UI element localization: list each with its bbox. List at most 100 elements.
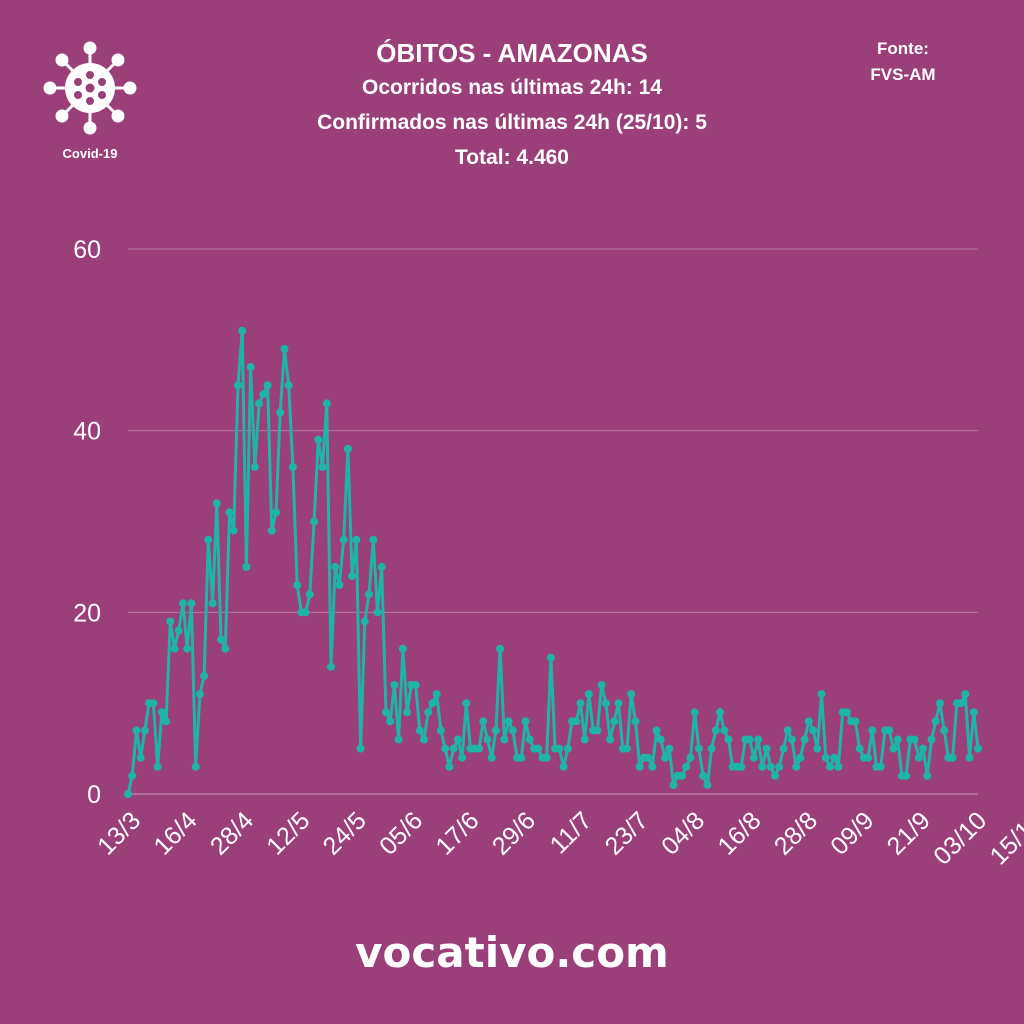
data-point [593,726,602,735]
data-point [200,671,209,680]
data-point [758,762,767,771]
data-point [902,771,911,780]
data-point [517,753,526,762]
x-tick-label: 23/7 [600,806,654,860]
data-point [293,581,302,590]
logo-label: Covid-19 [62,146,118,161]
data-point [771,771,779,780]
data-point [707,744,716,753]
data-point [914,753,923,762]
data-point [580,735,589,744]
data-point [390,681,399,689]
data-point [631,717,640,726]
data-point [627,690,636,699]
x-tick-label: 16/4 [148,806,202,860]
data-point [424,708,433,717]
source-note: Fonte: FVS-AM [848,36,958,88]
data-point [441,744,450,753]
data-point [162,717,171,726]
data-point [322,399,331,408]
data-point [737,762,746,771]
data-point [136,753,145,762]
data-point [720,726,729,735]
data-point [656,735,665,744]
data-point [394,735,403,744]
data-point [491,726,500,735]
y-tick-label: 60 [73,236,101,264]
data-point [212,499,221,508]
data-point [809,726,818,735]
x-tick-label: 16/8 [712,806,766,860]
data-point [931,717,940,726]
data-point [208,599,217,608]
x-tick-label: 15/10 [985,806,1024,870]
data-point [217,635,225,644]
data-point [124,790,132,798]
data-point [360,617,369,626]
data-point [365,590,373,599]
data-point [263,381,272,390]
data-point [462,699,471,708]
x-tick-label: 29/6 [487,806,541,860]
x-tick-label: 09/9 [825,806,879,860]
data-point [191,762,200,771]
data-point [331,562,340,571]
data-point [851,717,860,726]
data-point [889,744,898,753]
data-point [153,762,162,771]
data-point [563,744,572,753]
data-point [250,463,259,471]
data-point [377,562,386,571]
x-tick-label: 11/7 [545,806,598,859]
y-tick-label: 20 [73,599,101,627]
data-point [204,535,213,544]
data-point [229,526,238,535]
data-point [542,753,551,762]
brand-footer: vocativo.com [355,928,669,977]
data-point [787,735,796,744]
data-point [821,753,830,762]
data-point [479,717,488,726]
data-point [800,735,809,744]
data-point [403,708,412,717]
data-point [140,726,149,735]
chart-header: ÓBITOS - AMAZONAS Ocorridos nas últimas … [200,36,824,175]
data-point [521,717,530,726]
data-point [948,753,957,762]
data-point [195,690,204,699]
data-point [428,699,437,708]
data-point [686,753,695,762]
data-point [255,399,264,408]
data-point [483,735,492,744]
data-point [310,517,319,526]
data-point [259,390,268,399]
data-point [711,726,720,735]
data-point [267,526,276,535]
data-point [601,699,610,708]
data-point [411,681,420,689]
x-tick-label: 13/3 [92,806,146,860]
data-point [694,744,703,753]
data-point [703,780,712,789]
data-point [635,762,644,771]
data-point [576,699,585,708]
data-point [572,717,581,726]
data-point [221,644,230,653]
data-point [893,735,902,744]
data-point [559,762,568,771]
x-tick-label: 12/5 [261,806,315,860]
data-point [327,662,335,671]
data-point [382,708,390,717]
data-point [690,708,699,717]
data-point [458,753,467,762]
data-point [496,644,505,653]
data-point [436,726,445,735]
data-point [826,762,834,771]
source-label: Fonte: [877,39,929,58]
virus-icon [43,41,137,135]
data-point [318,463,327,471]
y-tick-label: 40 [73,418,101,446]
data-point [453,735,462,744]
data-point [754,735,763,744]
data-point [555,744,564,753]
